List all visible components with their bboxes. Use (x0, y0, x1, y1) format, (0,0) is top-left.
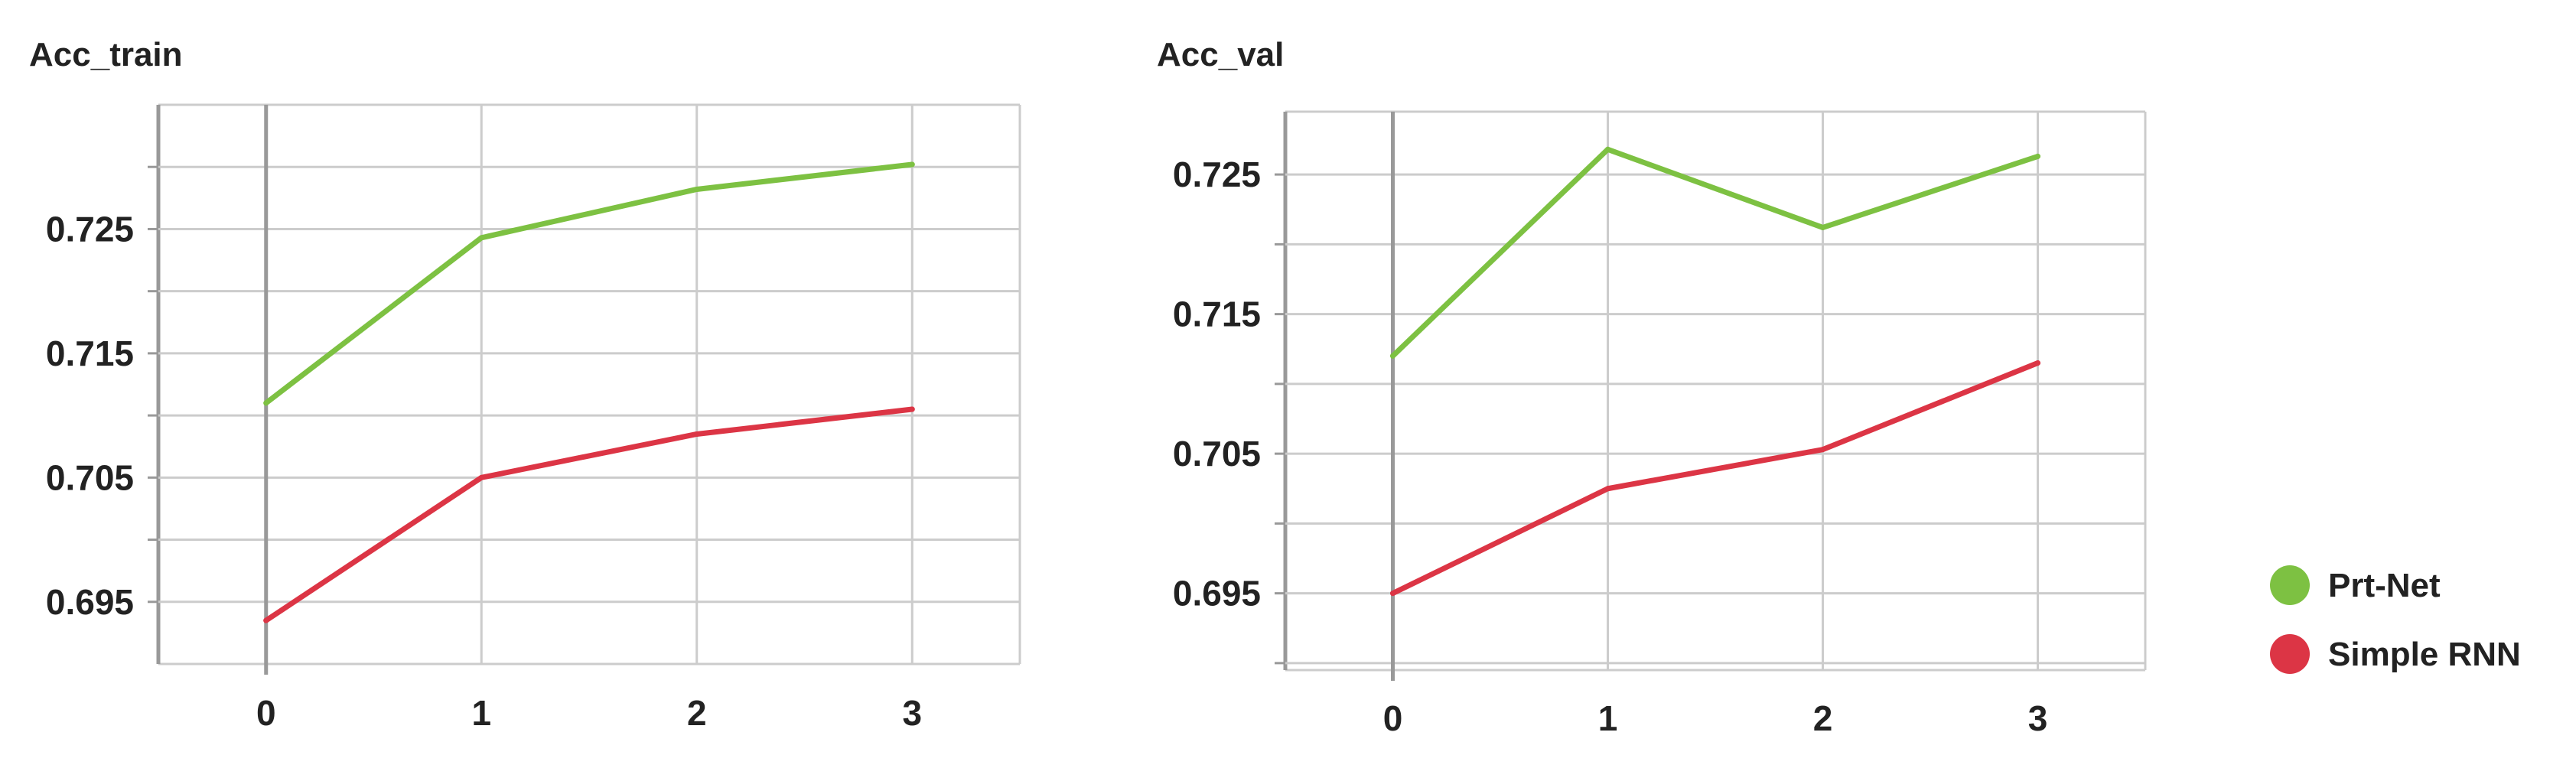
x-tick-label: 0 (1383, 698, 1403, 738)
chart-acc-train: Acc_train 0 1 2 3 0.695 0.705 0.715 0.725 (29, 36, 1021, 733)
legend-item-prt-net[interactable]: Prt-Net (2270, 565, 2441, 605)
data-point-simple-rnn (909, 406, 915, 412)
y-tick-label: 0.705 (1173, 434, 1261, 473)
legend: Prt-Net Simple RNN (2270, 565, 2521, 674)
chart-title: Acc_train (29, 36, 183, 73)
legend-swatch-simple-rnn (2270, 634, 2310, 674)
x-tick-label: 3 (902, 693, 922, 733)
data-point-simple-rnn (694, 431, 700, 437)
legend-label: Simple RNN (2328, 636, 2521, 673)
data-point-simple-rnn (2035, 360, 2040, 366)
x-tick-label: 2 (1813, 698, 1833, 738)
legend-item-simple-rnn[interactable]: Simple RNN (2270, 634, 2521, 674)
tick-labels: 0 1 2 3 0.695 0.705 0.715 0.725 (1173, 155, 2047, 738)
y-tick-label: 0.695 (46, 582, 134, 622)
data-point-prt-net (2035, 153, 2040, 159)
x-tick-label: 2 (687, 693, 707, 733)
series (1390, 146, 2040, 597)
series-line-simple-rnn (1390, 360, 2040, 597)
y-tick-label: 0.695 (1173, 574, 1261, 613)
legend-swatch-prt-net (2270, 565, 2310, 605)
data-point-prt-net (694, 186, 700, 192)
data-point-prt-net (1390, 353, 1395, 359)
y-tick-label: 0.705 (46, 457, 134, 497)
data-point-simple-rnn (263, 617, 269, 623)
x-tick-label: 3 (2028, 698, 2048, 738)
data-point-prt-net (1820, 224, 1825, 230)
series (263, 161, 915, 623)
grid (1275, 110, 2147, 681)
x-tick-label: 1 (1598, 698, 1618, 738)
y-tick-label: 0.725 (46, 209, 134, 249)
data-point-prt-net (478, 235, 484, 241)
tick-labels: 0 1 2 3 0.695 0.705 0.715 0.725 (46, 209, 922, 733)
data-point-simple-rnn (1390, 591, 1395, 597)
series-line-simple-rnn (263, 406, 915, 623)
data-point-simple-rnn (478, 474, 484, 480)
series-line-prt-net (263, 161, 915, 406)
data-point-simple-rnn (1820, 447, 1825, 453)
series-line-prt-net (1390, 146, 2040, 359)
data-point-simple-rnn (1605, 486, 1610, 492)
data-point-prt-net (263, 400, 269, 406)
x-tick-label: 1 (471, 693, 491, 733)
legend-label: Prt-Net (2328, 567, 2441, 604)
data-point-prt-net (909, 161, 915, 168)
chart-acc-val: Acc_val 0 1 2 3 0.695 0.705 0.715 0.725 (1157, 36, 2147, 738)
data-point-prt-net (1605, 146, 1610, 152)
y-tick-label: 0.715 (1173, 295, 1261, 334)
y-tick-label: 0.715 (46, 334, 134, 373)
chart-title: Acc_val (1157, 36, 1284, 73)
y-tick-label: 0.725 (1173, 155, 1261, 194)
grid (148, 103, 1021, 675)
x-tick-label: 0 (256, 693, 276, 733)
